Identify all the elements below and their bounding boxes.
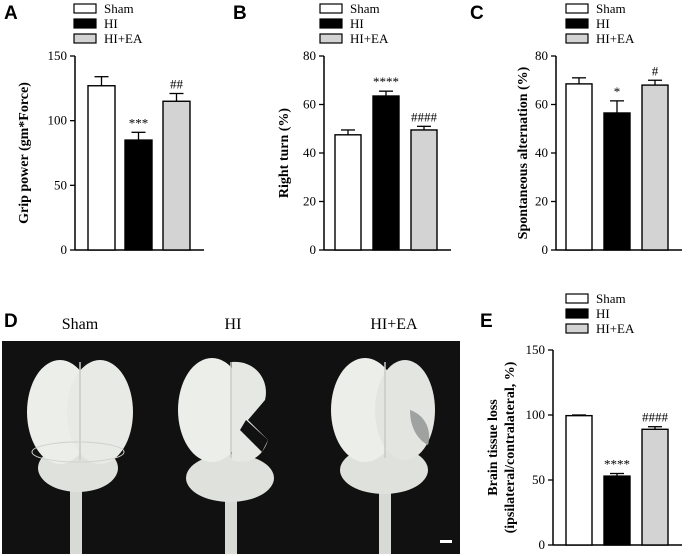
y-tick-label: 40 <box>535 145 548 160</box>
legend-label: HI <box>596 16 610 31</box>
photo-label-hi-ea: HI+EA <box>370 316 418 333</box>
bar-sham <box>565 83 593 251</box>
legend-swatch <box>565 3 589 14</box>
legend-label: HI+EA <box>104 31 143 46</box>
legend-label: Sham <box>104 1 134 16</box>
y-tick-label: 100 <box>526 407 546 422</box>
significance-annotation: *** <box>129 115 149 130</box>
legend-swatch <box>73 33 97 44</box>
legend-swatch <box>565 18 589 29</box>
legend-swatch <box>319 33 343 44</box>
legend-label: HI <box>104 16 118 31</box>
chart-panel-e: 0 50 100 150 Brain tissue loss (ipsilateral/c… <box>486 291 682 552</box>
chart-panel-b: 0 20 40 60 80 Right turn (%) **** #### ShamHIHI+… <box>277 1 451 257</box>
legend-label: Sham <box>350 1 380 16</box>
bar-hi-ea <box>641 84 669 251</box>
bar-hi <box>603 112 631 251</box>
y-tick-label: 150 <box>526 342 546 357</box>
significance-annotation: **** <box>373 74 399 89</box>
brain-hi-image <box>178 358 274 554</box>
y-tick-label: 80 <box>535 48 548 63</box>
y-tick-label: 40 <box>303 145 316 160</box>
y-tick-label: 20 <box>303 194 316 209</box>
bar-sham <box>565 414 593 546</box>
brain-hi-ea-image <box>331 358 435 554</box>
significance-annotation: #### <box>411 109 438 124</box>
legend-swatch <box>565 308 589 319</box>
y-tick-label: 150 <box>48 48 68 63</box>
significance-annotation: # <box>652 63 659 78</box>
bar-hi <box>124 139 153 251</box>
legend-swatch <box>319 18 343 29</box>
y-tick-label: 50 <box>54 177 67 192</box>
bar-hi <box>603 475 631 546</box>
y-tick-label: 60 <box>303 97 316 112</box>
y-tick-label: 80 <box>303 48 316 63</box>
photo-label-sham: Sham <box>62 316 99 333</box>
y-tick-label: 100 <box>48 113 68 128</box>
y-tick-label: 0 <box>539 537 546 552</box>
y-tick-label: 20 <box>535 194 548 209</box>
legend-swatch <box>565 293 589 304</box>
panel-label-e: E <box>480 311 493 332</box>
bar-hi <box>372 95 400 251</box>
legend-swatch <box>565 323 589 334</box>
legend-label: HI <box>596 306 610 321</box>
panel-label-c: C <box>470 3 484 24</box>
y-tick-label: 60 <box>535 97 548 112</box>
brain-photo-panel: Sham HI HI+EA <box>2 316 460 554</box>
bar-hi-ea <box>410 129 438 251</box>
photo-label-hi: HI <box>225 316 242 333</box>
legend-swatch <box>565 33 589 44</box>
brain-sham-image <box>27 360 133 554</box>
legend-swatch <box>319 3 343 14</box>
y-tick-label: 0 <box>61 242 68 257</box>
panel-label-a: A <box>4 3 18 24</box>
y-axis-title: Right turn (%) <box>277 108 292 199</box>
bar-sham <box>334 134 362 251</box>
legend-label: Sham <box>596 291 626 306</box>
significance-annotation: * <box>614 84 621 99</box>
panel-label-b: B <box>233 3 247 24</box>
y-axis-title: Spontaneous alternation (%) <box>516 66 531 239</box>
legend-swatch <box>73 3 97 14</box>
legend-label: HI+EA <box>350 31 389 46</box>
scale-bar <box>440 540 452 543</box>
significance-annotation: **** <box>604 457 630 472</box>
legend-label: HI <box>350 16 364 31</box>
legend-swatch <box>73 18 97 29</box>
bar-hi-ea <box>641 428 669 546</box>
y-axis-title: Grip power (gm*Force) <box>17 82 32 224</box>
bar-hi-ea <box>162 100 191 251</box>
chart-panel-c: 0 20 40 60 80 Spontaneous alternation (%) * # Sh… <box>516 1 682 257</box>
y-axis-title-line: (ipsilateral/contralateral, %) <box>503 361 518 533</box>
bar-sham <box>87 85 116 251</box>
legend-label: HI+EA <box>596 321 635 336</box>
legend-label: Sham <box>596 1 626 16</box>
panel-label-d: D <box>4 311 18 332</box>
legend-label: HI+EA <box>596 31 635 46</box>
significance-annotation: ## <box>170 77 184 92</box>
y-tick-label: 0 <box>310 242 317 257</box>
y-tick-label: 50 <box>532 472 545 487</box>
significance-annotation: #### <box>642 410 669 425</box>
y-tick-label: 0 <box>542 242 549 257</box>
y-axis-title-line: Brain tissue loss <box>486 399 501 496</box>
